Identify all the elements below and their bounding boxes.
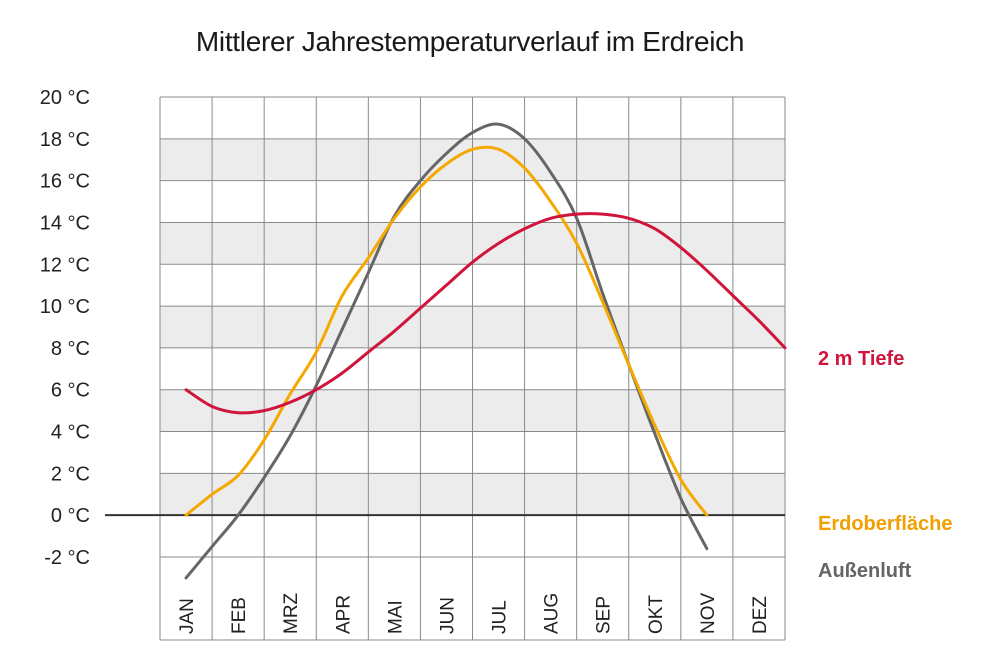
x-tick-label: OKT: [646, 595, 667, 634]
x-tick-label: JUL: [490, 600, 511, 634]
y-tick-label: 14 °C: [40, 212, 90, 234]
series-lines: [184, 122, 787, 580]
x-axis-ticks: JAN FEB MRZ APR MAI JUN JUL AUG SEP OKT NOV DEZ: [177, 592, 771, 634]
y-tick-label: 4 °C: [51, 422, 90, 444]
x-tick-label: MRZ: [281, 592, 302, 634]
y-tick-label: 6 °C: [51, 380, 90, 402]
y-tick-label: 20 °C: [40, 87, 90, 109]
x-tick-label: JUN: [437, 597, 458, 634]
x-tick-label: SEP: [594, 596, 615, 634]
y-tick-label: -2 °C: [44, 547, 90, 569]
x-tick-label: NOV: [698, 593, 719, 635]
y-axis-ticks: 20 °C 18 °C 16 °C 14 °C 12 °C 10 °C 8 °C 6 °C 4 …: [40, 87, 90, 569]
x-tick-label: AUG: [542, 593, 563, 634]
series-line-erdoberfläche: [184, 145, 709, 517]
y-tick-label: 12 °C: [40, 254, 90, 276]
series-line-2-m-tiefe: [184, 212, 787, 415]
y-tick-label: 2 °C: [51, 463, 90, 485]
y-tick-label: 10 °C: [40, 296, 90, 318]
y-tick-label: 16 °C: [40, 171, 90, 193]
series-label-erdoberflaeche: Erdoberfläche: [818, 513, 952, 535]
chart-title: Mittlerer Jahrestemperaturverlauf im Erd…: [195, 26, 745, 57]
x-tick-label: MAI: [385, 600, 406, 634]
x-tick-label: JAN: [177, 598, 198, 634]
series-label-2m-tiefe: 2 m Tiefe: [818, 348, 904, 370]
x-tick-label: FEB: [229, 597, 250, 634]
y-tick-label: 18 °C: [40, 129, 90, 151]
series-label-aussenluft: Außenluft: [818, 560, 912, 582]
y-tick-label: 8 °C: [51, 338, 90, 360]
y-tick-label: 0 °C: [51, 505, 90, 527]
x-tick-label: APR: [333, 595, 354, 634]
grid: [105, 96, 786, 641]
x-tick-label: DEZ: [750, 596, 771, 634]
